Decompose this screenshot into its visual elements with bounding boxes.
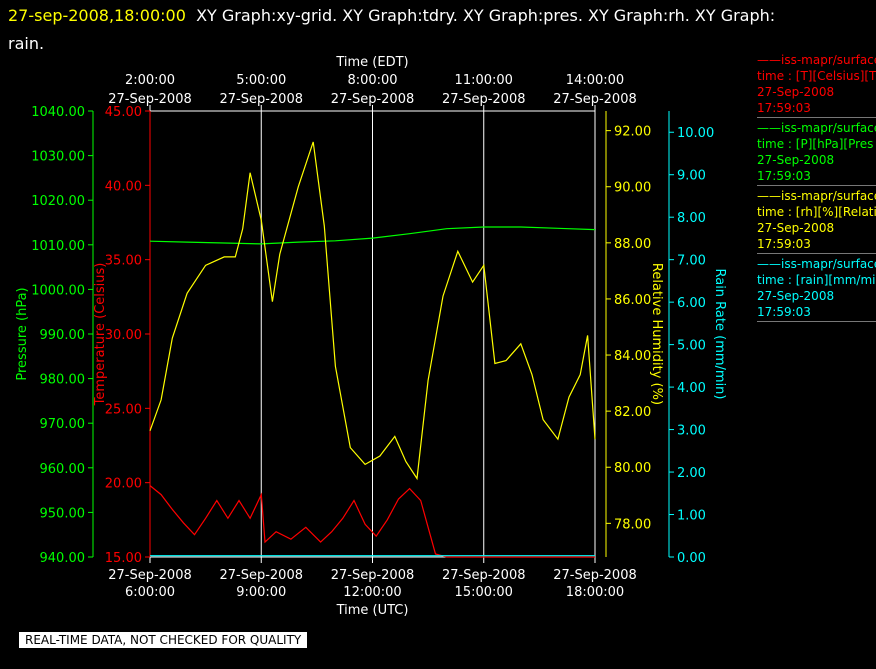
pressure-tick-label: 960.00 (40, 462, 86, 477)
legend-line1: ——iss-mapr/surface (757, 189, 876, 203)
pressure-tick-label: 1040.00 (31, 105, 85, 120)
graph-list: XY Graph:xy-grid. XY Graph:tdry. XY Grap… (196, 6, 776, 25)
humidity-tick-label: 78.00 (614, 517, 651, 532)
pressure-tick-label: 990.00 (40, 328, 86, 343)
pressure-axis-label: Pressure (hPa) (15, 287, 30, 380)
x-axis-bottom-label: Time (UTC) (336, 603, 409, 618)
pressure-tick-label: 1000.00 (31, 283, 85, 298)
legend-line1: ——iss-mapr/surface (757, 53, 876, 67)
bottom-tick-date: 27-Sep-2008 (331, 568, 415, 583)
top-tick-time: 8:00:00 (347, 73, 397, 88)
legend-line2: time : [rh][%][Relati (757, 205, 876, 219)
legend-line1: ——iss-mapr/surface (757, 257, 876, 271)
bottom-tick-date: 27-Sep-2008 (442, 568, 526, 583)
legend: ——iss-mapr/surface time : [T][Celsius][T 2… (757, 52, 876, 324)
bottom-tick-time: 18:00:00 (566, 585, 624, 600)
rain-tick-label: 0.00 (677, 551, 706, 566)
timestamp: 27-sep-2008,18:00:00 (8, 6, 186, 25)
page-header: 27-sep-2008,18:00:00 XY Graph:xy-grid. X… (8, 2, 868, 58)
legend-line2: time : [rain][mm/min (757, 273, 876, 287)
top-tick-date: 27-Sep-2008 (219, 92, 303, 107)
bottom-tick-time: 15:00:00 (455, 585, 513, 600)
humidity-tick-label: 88.00 (614, 237, 651, 252)
rain-tick-label: 1.00 (677, 509, 706, 524)
legend-date: 27-Sep-2008 (757, 289, 835, 303)
legend-time: 17:59:03 (757, 101, 811, 115)
legend-line2: time : [P][hPa][Pres (757, 137, 874, 151)
pressure-tick-label: 1020.00 (31, 194, 85, 209)
pressure-tick-label: 950.00 (40, 506, 86, 521)
humidity-axis-label: Relative Humidity (%) (649, 263, 664, 405)
top-tick-time: 14:00:00 (566, 73, 624, 88)
legend-line2: time : [T][Celsius][T (757, 69, 876, 83)
humidity-tick-label: 80.00 (614, 461, 651, 476)
temperature-tick-label: 20.00 (105, 477, 142, 492)
legend-date: 27-Sep-2008 (757, 85, 835, 99)
rain-tick-label: 8.00 (677, 211, 706, 226)
temperature-tick-label: 25.00 (105, 402, 142, 417)
humidity-tick-label: 90.00 (614, 181, 651, 196)
legend-date: 27-Sep-2008 (757, 221, 835, 235)
top-tick-time: 11:00:00 (455, 73, 513, 88)
pressure-tick-label: 1010.00 (31, 239, 85, 254)
series-line-relative-humidity (149, 141, 596, 481)
top-tick-time: 2:00:00 (125, 73, 175, 88)
rain-axis-label: Rain Rate (mm/min) (712, 268, 727, 399)
pressure-tick-label: 1030.00 (31, 150, 85, 165)
bottom-tick-time: 12:00:00 (343, 585, 401, 600)
bottom-tick-time: 6:00:00 (125, 585, 175, 600)
top-tick-date: 27-Sep-2008 (108, 92, 192, 107)
temperature-axis-label: Temperature (Celsius) (93, 263, 108, 407)
legend-item: ——iss-mapr/surface time : [T][Celsius][T 2… (757, 52, 876, 118)
legend-time: 17:59:03 (757, 305, 811, 319)
top-tick-time: 5:00:00 (236, 73, 286, 88)
bottom-tick-date: 27-Sep-2008 (219, 568, 303, 583)
legend-time: 17:59:03 (757, 237, 811, 251)
bottom-tick-date: 27-Sep-2008 (553, 568, 637, 583)
legend-line1: ——iss-mapr/surface (757, 121, 876, 135)
x-axis-top-label: Time (EDT) (335, 55, 408, 70)
series-line-temperature (149, 485, 595, 558)
pressure-tick-label: 970.00 (40, 417, 86, 432)
legend-item: ——iss-mapr/surface time : [P][hPa][Pres 27… (757, 120, 876, 186)
humidity-tick-label: 86.00 (614, 293, 651, 308)
rain-tick-label: 9.00 (677, 169, 706, 184)
humidity-tick-label: 82.00 (614, 405, 651, 420)
temperature-tick-label: 30.00 (105, 328, 142, 343)
temperature-tick-label: 35.00 (105, 254, 142, 269)
rain-tick-label: 2.00 (677, 466, 706, 481)
pressure-tick-label: 940.00 (40, 551, 86, 566)
series-line-pressure (149, 226, 596, 245)
temperature-tick-label: 15.00 (105, 551, 142, 566)
legend-date: 27-Sep-2008 (757, 153, 835, 167)
rain-tick-label: 7.00 (677, 254, 706, 269)
pressure-tick-label: 980.00 (40, 373, 86, 388)
humidity-tick-label: 92.00 (614, 125, 651, 140)
bottom-tick-date: 27-Sep-2008 (108, 568, 192, 583)
rain-tick-label: 6.00 (677, 296, 706, 311)
rain-tick-label: 10.00 (677, 126, 714, 141)
bottom-tick-time: 9:00:00 (236, 585, 286, 600)
top-tick-date: 27-Sep-2008 (442, 92, 526, 107)
rain-tick-label: 4.00 (677, 381, 706, 396)
temperature-tick-label: 40.00 (105, 179, 142, 194)
rain-tick-label: 3.00 (677, 424, 706, 439)
legend-time: 17:59:03 (757, 169, 811, 183)
graph-list-continued: rain. (8, 34, 45, 53)
temperature-tick-label: 45.00 (105, 105, 142, 120)
rain-tick-label: 5.00 (677, 339, 706, 354)
legend-item: ——iss-mapr/surface time : [rain][mm/min 27… (757, 256, 876, 322)
top-tick-date: 27-Sep-2008 (553, 92, 637, 107)
legend-item: ——iss-mapr/surface time : [rh][%][Relati 2… (757, 188, 876, 254)
quality-notice: REAL-TIME DATA, NOT CHECKED FOR QUALITY (19, 632, 308, 648)
humidity-tick-label: 84.00 (614, 349, 651, 364)
top-tick-date: 27-Sep-2008 (331, 92, 415, 107)
